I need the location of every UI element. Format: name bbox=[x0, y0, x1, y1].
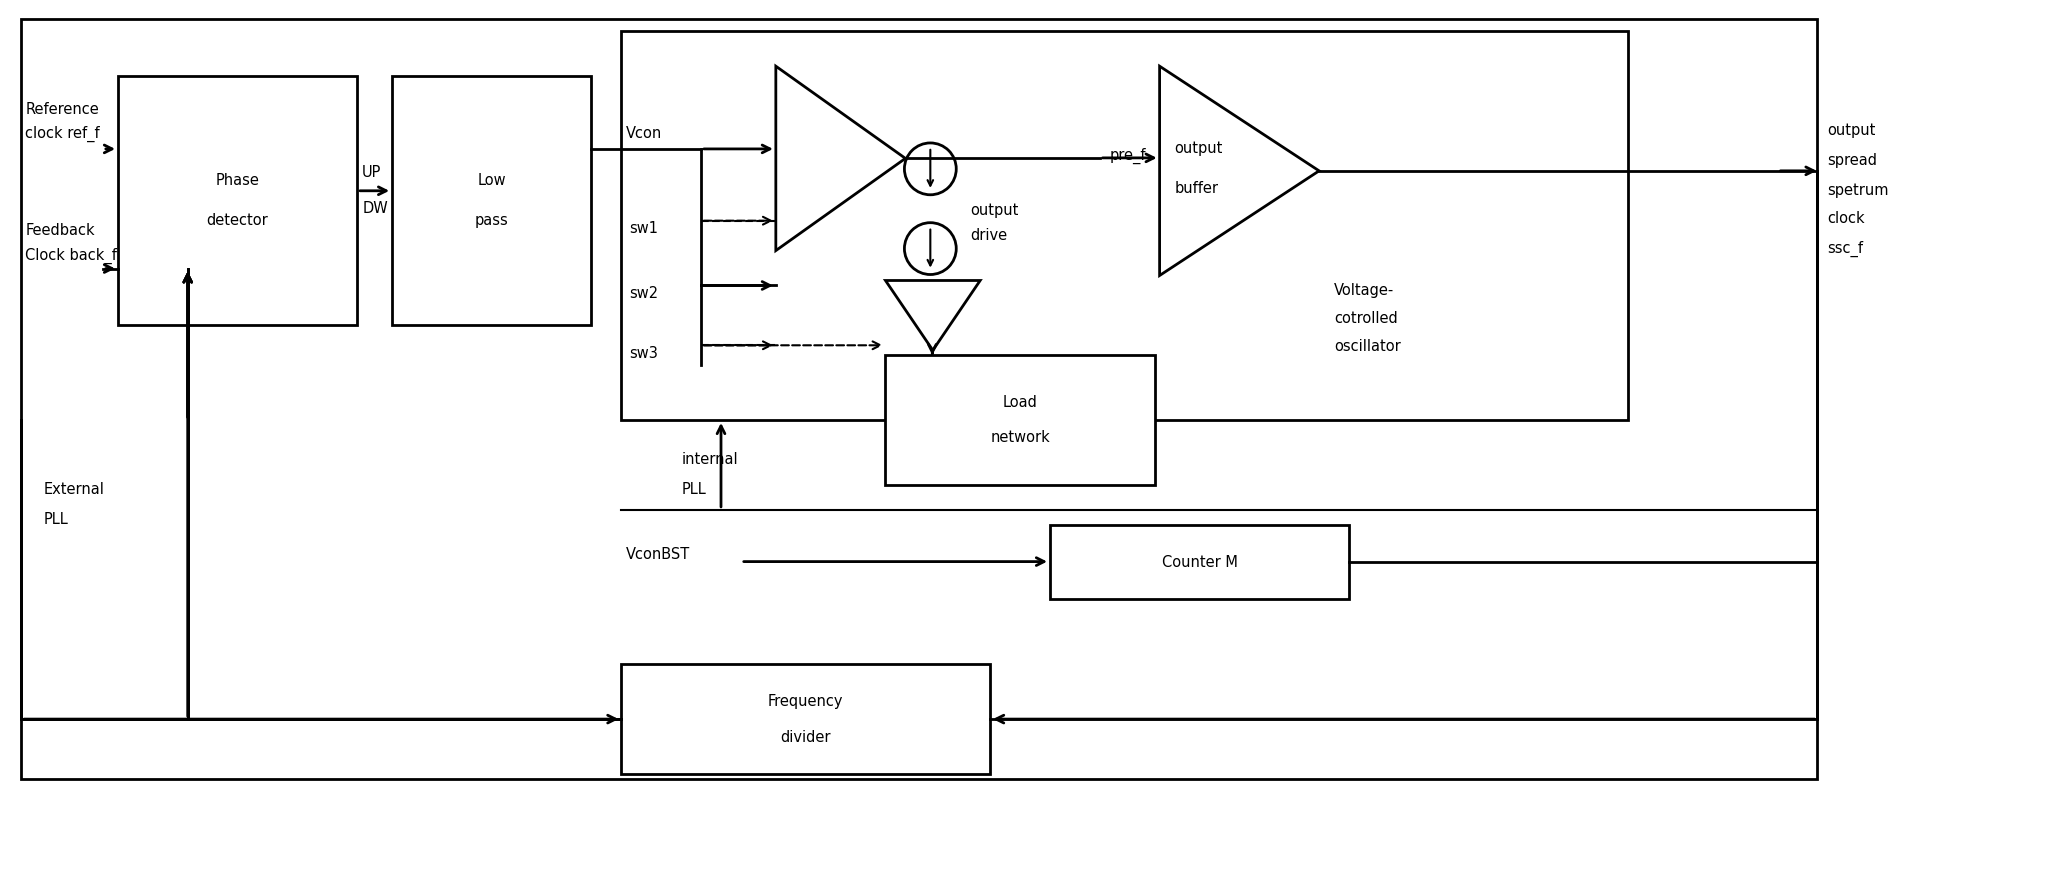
Text: sw1: sw1 bbox=[629, 221, 658, 236]
Polygon shape bbox=[885, 280, 980, 350]
Text: Voltage-: Voltage- bbox=[1334, 283, 1394, 298]
Text: output: output bbox=[1175, 141, 1222, 157]
Text: ssc_f: ssc_f bbox=[1828, 240, 1863, 257]
Polygon shape bbox=[776, 66, 906, 251]
Bar bbox=[118, 76, 358, 326]
Text: External: External bbox=[43, 483, 103, 497]
Text: oscillator: oscillator bbox=[1334, 339, 1400, 354]
Text: DW: DW bbox=[362, 201, 389, 216]
Text: internal: internal bbox=[680, 452, 738, 468]
Text: UP: UP bbox=[362, 165, 381, 180]
Text: Reference: Reference bbox=[25, 102, 99, 117]
Text: cotrolled: cotrolled bbox=[1334, 311, 1398, 326]
Text: clock: clock bbox=[1828, 211, 1865, 226]
Text: output: output bbox=[970, 203, 1020, 219]
Bar bbox=[620, 665, 991, 774]
Bar bbox=[620, 31, 1628, 420]
Bar bbox=[21, 19, 1818, 779]
Text: buffer: buffer bbox=[1175, 181, 1218, 196]
Text: divider: divider bbox=[780, 730, 831, 745]
Text: Vcon: Vcon bbox=[627, 126, 662, 141]
Text: Clock back_f: Clock back_f bbox=[25, 247, 118, 264]
Text: output: output bbox=[1828, 124, 1876, 138]
Polygon shape bbox=[1160, 66, 1319, 275]
Text: Frequency: Frequency bbox=[767, 693, 844, 709]
Text: Low: Low bbox=[478, 173, 507, 188]
Text: spread: spread bbox=[1828, 153, 1878, 168]
Text: Phase: Phase bbox=[215, 173, 258, 188]
Text: pass: pass bbox=[476, 213, 509, 228]
Text: Counter M: Counter M bbox=[1162, 555, 1237, 570]
Text: Feedback: Feedback bbox=[25, 223, 95, 238]
Text: network: network bbox=[991, 430, 1051, 445]
Text: sw3: sw3 bbox=[629, 346, 658, 361]
Text: drive: drive bbox=[970, 228, 1007, 243]
Bar bbox=[393, 76, 591, 326]
Bar bbox=[885, 355, 1154, 485]
Text: detector: detector bbox=[207, 213, 269, 228]
Text: sw2: sw2 bbox=[629, 286, 658, 301]
Bar bbox=[1051, 524, 1348, 599]
Text: spetrum: spetrum bbox=[1828, 183, 1888, 199]
Text: pre_f: pre_f bbox=[1111, 148, 1146, 164]
Text: PLL: PLL bbox=[43, 512, 68, 527]
Circle shape bbox=[904, 143, 955, 195]
Text: VconBST: VconBST bbox=[627, 547, 691, 562]
Text: PLL: PLL bbox=[680, 483, 705, 497]
Text: clock ref_f: clock ref_f bbox=[25, 126, 99, 142]
Text: Load: Load bbox=[1003, 395, 1038, 409]
Circle shape bbox=[904, 223, 955, 274]
